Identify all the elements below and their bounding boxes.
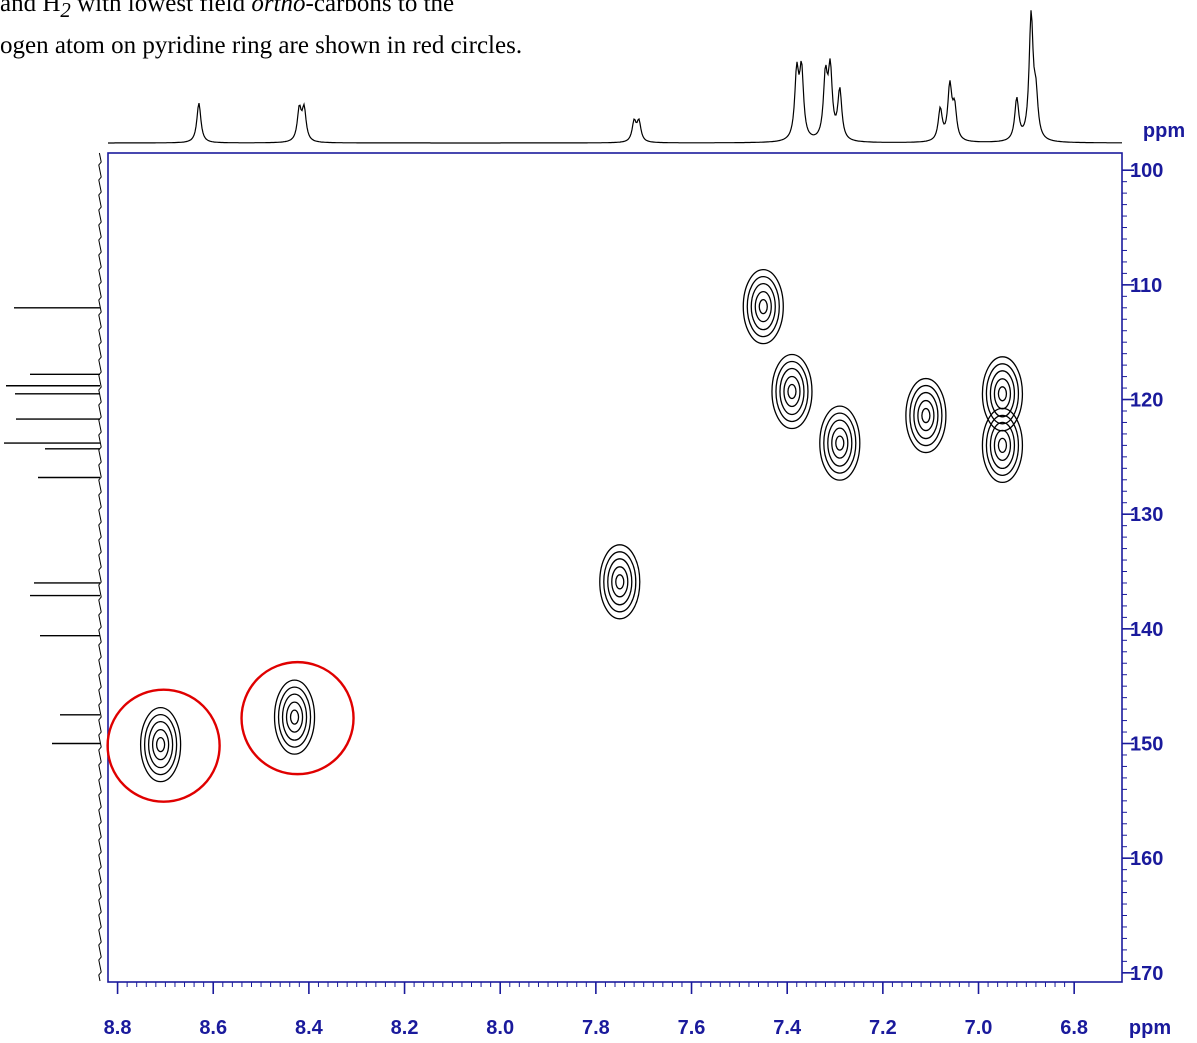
contour-ring <box>139 707 182 783</box>
x-axis: 8.8 8.6 8.4 8.2 8.0 7.8 7.6 7.4 7.2 7.0 6.8 <box>104 982 1088 1039</box>
x-tick-label: 8.6 <box>199 1017 227 1039</box>
contour-ring <box>783 375 801 408</box>
contour-ring <box>989 370 1016 418</box>
highlight-circles <box>106 660 355 803</box>
contour-peaks <box>139 268 1024 783</box>
contour-ring <box>289 709 300 725</box>
x-tick-label: 7.4 <box>773 1017 802 1039</box>
x-tick-label: 7.0 <box>965 1017 993 1039</box>
x-tick-label: 6.8 <box>1060 1017 1088 1039</box>
contour-ring <box>913 391 939 440</box>
contour-ring <box>997 386 1008 402</box>
contour-ring <box>909 384 943 447</box>
x-tick-label: 8.4 <box>295 1017 324 1039</box>
contour-ring <box>273 679 316 755</box>
contour-ring <box>742 268 784 345</box>
x-tick-label: 7.6 <box>678 1017 706 1039</box>
contour-ring <box>155 737 166 753</box>
contour-ring <box>758 298 768 315</box>
caption-line-1: and H2 with lowest field ortho-carbons t… <box>0 0 455 22</box>
contour-ring <box>985 363 1020 425</box>
y-tick-label: 130 <box>1130 504 1163 526</box>
contour-ring <box>819 405 861 481</box>
y-axis-label: ppm <box>1143 120 1185 142</box>
cross-peak <box>742 268 784 345</box>
contour-ring <box>754 290 772 323</box>
contour-ring <box>827 419 853 467</box>
y-tick-label: 110 <box>1130 275 1162 297</box>
cross-peak <box>273 679 316 755</box>
cross-peak <box>905 377 947 454</box>
contour-ring <box>281 693 308 741</box>
contour-ring <box>143 714 178 776</box>
carbon-baseline <box>98 152 102 982</box>
caption-line-2: ogen atom on pyridine ring are shown in … <box>0 32 523 59</box>
contour-ring <box>750 282 776 331</box>
y-tick-label: 140 <box>1130 619 1163 641</box>
contour-ring <box>746 275 780 338</box>
proton-spectrum-trace <box>108 10 1122 144</box>
contour-ring <box>985 414 1020 477</box>
x-tick-label: 8.8 <box>104 1017 132 1039</box>
contour-ring <box>989 421 1016 470</box>
proton-projection <box>108 10 1122 144</box>
contour-ring <box>779 367 805 416</box>
contour-ring <box>771 353 813 430</box>
y-tick-label: 170 <box>1130 963 1163 985</box>
contour-ring <box>921 407 931 424</box>
x-tick-label: 7.2 <box>869 1017 897 1039</box>
contour-ring <box>285 701 304 733</box>
contour-ring <box>823 412 857 474</box>
x-tick-label: 7.8 <box>582 1017 610 1039</box>
contour-ring <box>607 558 633 606</box>
figure-caption: and H2 with lowest field ortho-carbons t… <box>0 0 760 64</box>
contour-ring <box>603 551 637 613</box>
contour-ring <box>905 377 947 454</box>
x-axis-label: ppm <box>1129 1017 1171 1039</box>
highlight-circle <box>106 688 221 803</box>
y-tick-label: 100 <box>1130 160 1163 182</box>
x-tick-label: 8.0 <box>486 1017 514 1039</box>
y-tick-label: 160 <box>1130 848 1163 870</box>
contour-ring <box>917 399 935 432</box>
y-axis: 100 110 120 130 140 150 160 170 <box>1122 160 1163 985</box>
contour-ring <box>277 686 312 748</box>
contour-ring <box>997 437 1008 454</box>
y-tick-label: 150 <box>1130 734 1163 756</box>
cross-peak <box>599 544 641 620</box>
contour-ring <box>835 435 845 451</box>
contour-ring <box>147 721 174 769</box>
x-tick-label: 8.2 <box>391 1017 419 1039</box>
contour-ring <box>993 378 1012 410</box>
carbon-projection <box>4 152 102 982</box>
plot-frame <box>107 152 1123 983</box>
contour-ring <box>787 383 797 400</box>
contour-ring <box>615 574 625 590</box>
contour-ring <box>151 729 170 761</box>
contour-ring <box>599 544 641 620</box>
contour-ring <box>775 360 809 423</box>
contour-ring <box>993 429 1012 462</box>
contour-ring <box>981 407 1024 484</box>
y-tick-label: 120 <box>1130 390 1163 412</box>
cross-peak <box>981 407 1024 484</box>
contour-ring <box>831 427 849 459</box>
contour-ring <box>611 566 629 598</box>
cross-peak <box>819 405 861 481</box>
cross-peak <box>139 707 182 783</box>
highlight-circle <box>240 660 355 776</box>
cross-peak <box>771 353 813 430</box>
